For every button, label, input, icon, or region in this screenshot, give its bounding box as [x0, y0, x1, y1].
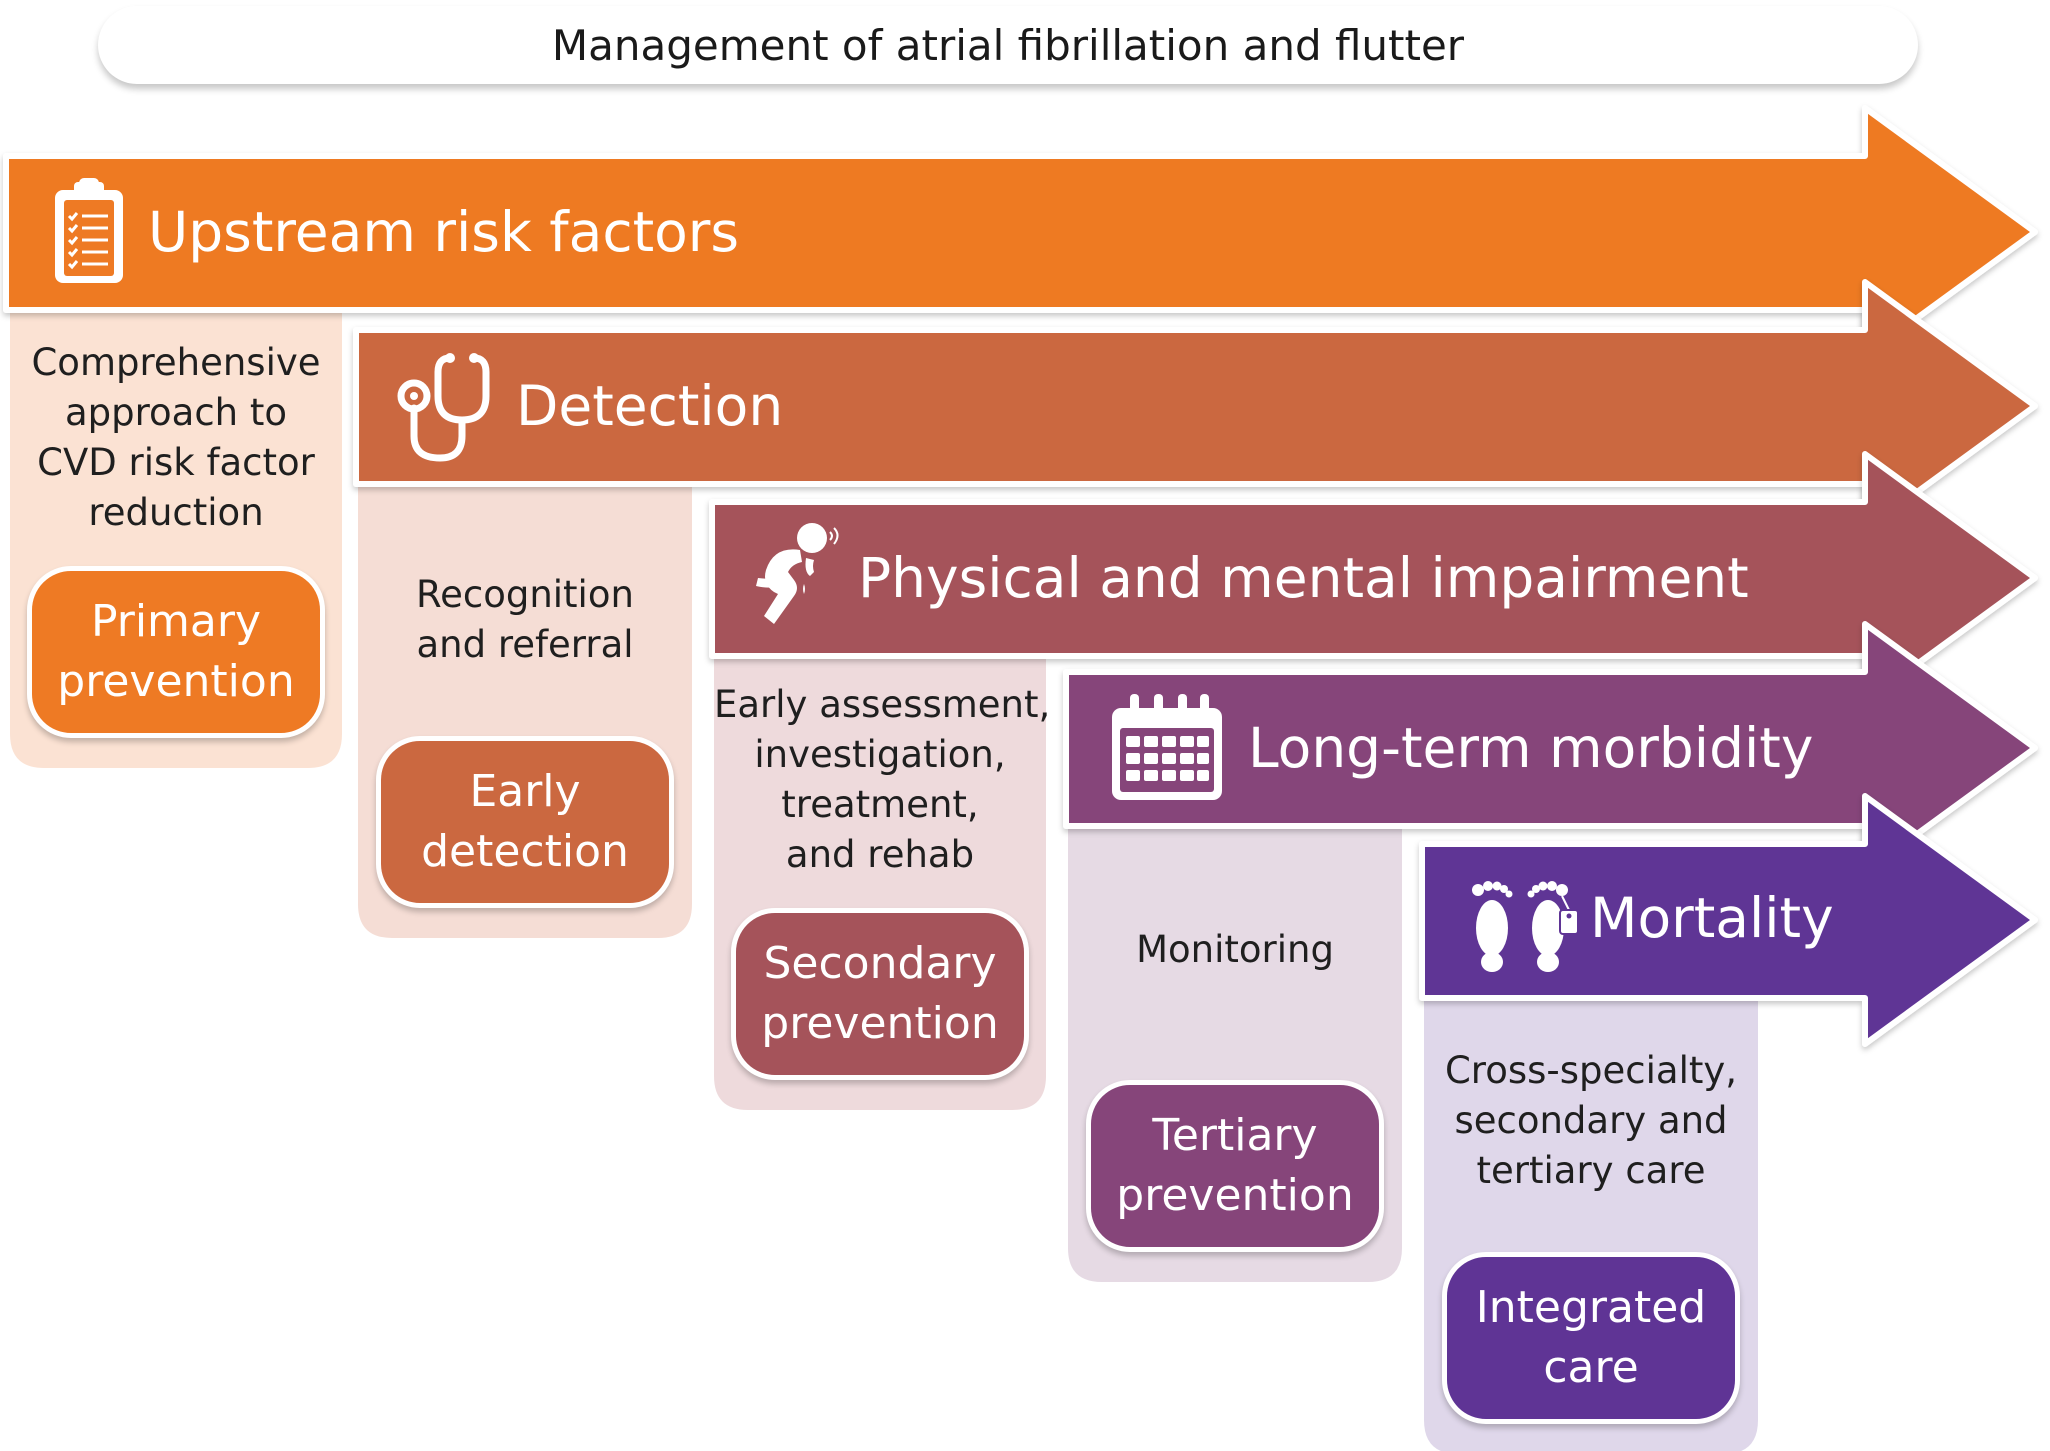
stage-arrow-impairment — [709, 451, 2038, 705]
feet-with-tag-icon — [1472, 881, 1579, 972]
diagram-title: Management of atrial fibrillation and fl… — [98, 6, 1918, 84]
integrated-care-button[interactable]: Integrated care — [1442, 1252, 1740, 1424]
clipboard-icon — [55, 178, 123, 283]
primary-prevention-button[interactable]: Primary prevention — [27, 566, 325, 738]
stage-arrow-morbidity — [1063, 621, 2038, 875]
distressed-person-icon — [756, 523, 839, 624]
stage-label-mortality: Mortality — [1590, 885, 1834, 950]
stage-label-upstream: Upstream risk factors — [148, 199, 740, 264]
calendar-icon — [1112, 694, 1222, 800]
secondary-prevention-button[interactable]: Secondary prevention — [731, 908, 1029, 1080]
stage-arrow-mortality — [1419, 793, 2038, 1047]
stage-label-impairment: Physical and mental impairment — [858, 545, 1749, 610]
stage-description-impairment: Early assessment, investigation, treatme… — [714, 683, 1051, 876]
stage-arrow-detection — [353, 279, 2038, 533]
stage-description-upstream: Comprehensive approach to CVD risk facto… — [31, 341, 321, 534]
stage-description-mortality: Cross-specialty, secondary and tertiary … — [1444, 1049, 1738, 1192]
early-detection-button[interactable]: Early detection — [376, 736, 674, 908]
stage-arrow-upstream — [3, 105, 2038, 359]
stethoscope-icon — [397, 353, 490, 462]
stage-description-morbidity: Monitoring — [1136, 928, 1334, 971]
stage-label-detection: Detection — [516, 373, 784, 438]
stage-label-morbidity: Long-term morbidity — [1248, 715, 1814, 780]
stage-description-detection: Recognition and referral — [416, 573, 634, 666]
tertiary-prevention-button[interactable]: Tertiary prevention — [1086, 1080, 1384, 1252]
